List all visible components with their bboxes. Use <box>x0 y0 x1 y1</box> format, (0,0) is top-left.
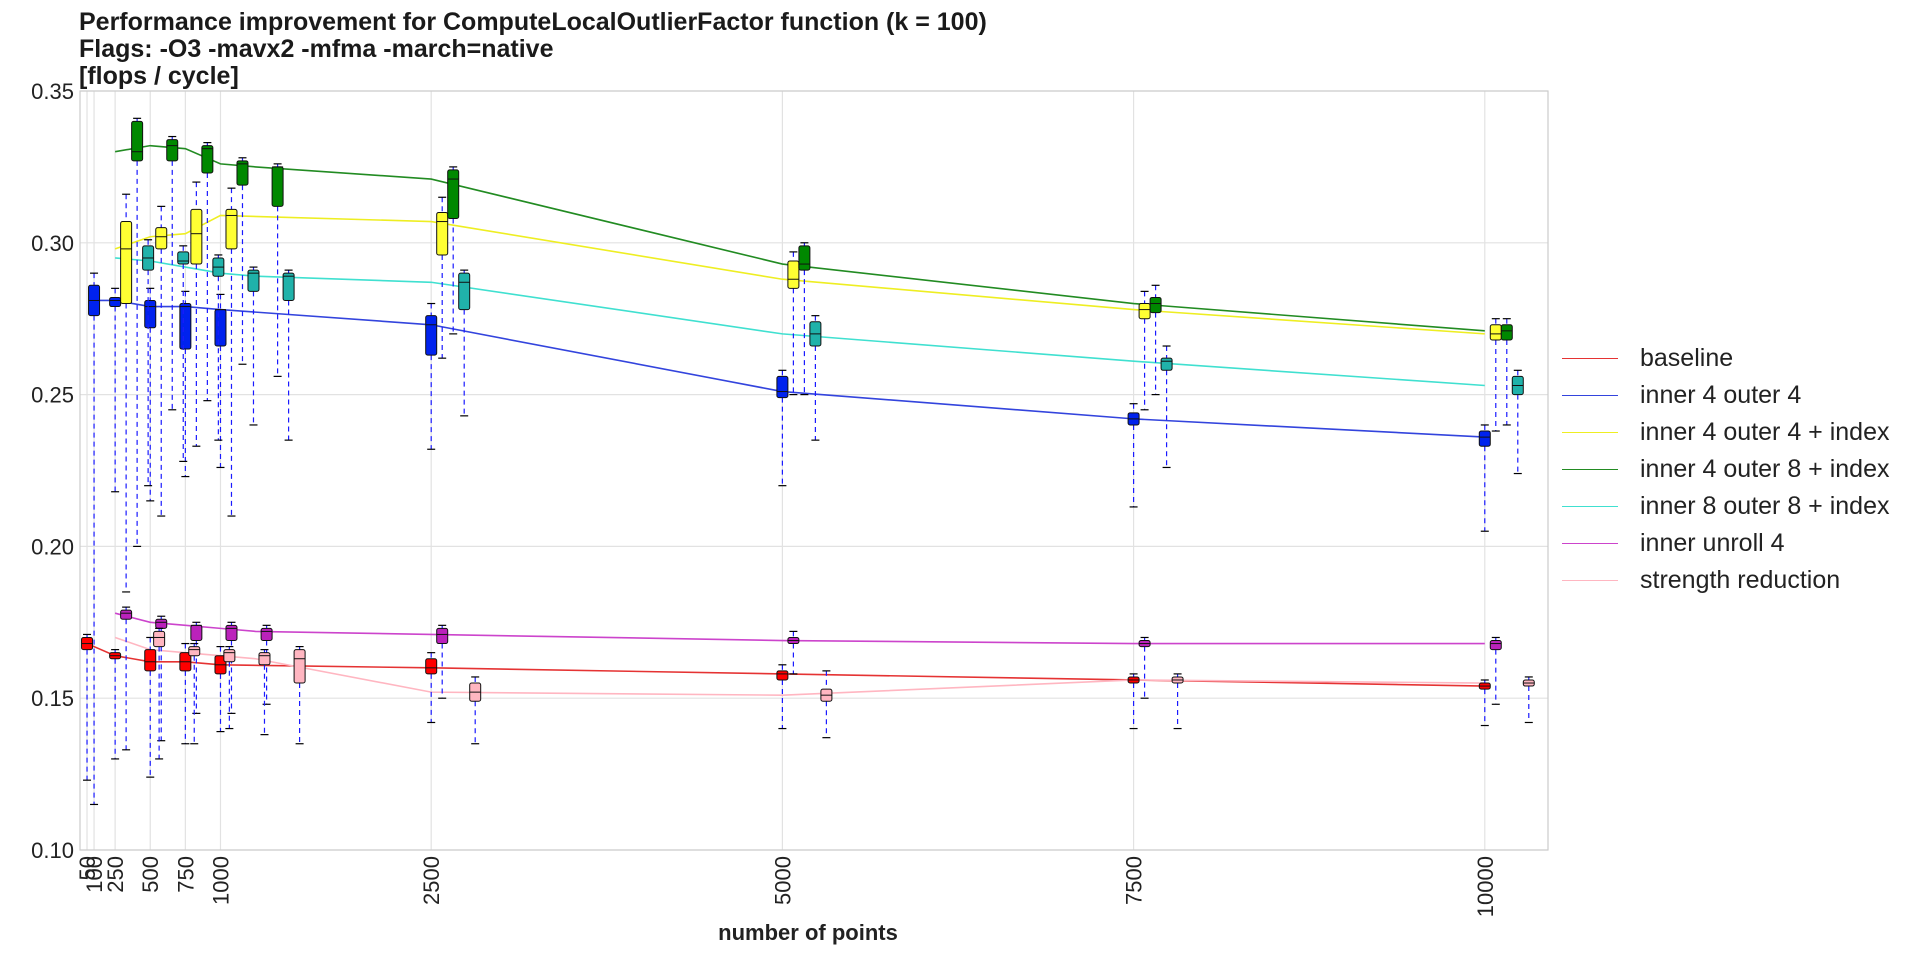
legend-swatch <box>1562 580 1618 581</box>
box <box>201 145 214 174</box>
chart-title-line-3: [flops / cycle] <box>79 62 239 90</box>
y-axis-ticks: 0.10 0.15 0.20 0.25 0.30 0.35 <box>31 79 74 863</box>
box <box>155 227 168 250</box>
box <box>787 260 800 289</box>
box <box>190 208 203 265</box>
legend-swatch <box>1562 469 1618 470</box>
legend-swatch <box>1562 358 1618 359</box>
chart-title-line-1: Performance improvement for ComputeLocal… <box>79 8 987 36</box>
y-tick-label: 0.30 <box>31 231 74 256</box>
x-tick-label: 5000 <box>770 856 795 905</box>
box <box>225 208 238 250</box>
x-tick-label: 2500 <box>419 856 444 905</box>
legend-swatch <box>1562 432 1618 433</box>
box <box>190 624 203 642</box>
legend-label: inner 4 outer 4 <box>1640 381 1802 409</box>
plot-area <box>80 91 1548 850</box>
box <box>436 627 449 645</box>
chart-title-line-2: Flags: -O3 -mavx2 -mfma -march=native <box>79 35 554 63</box>
box <box>293 649 306 684</box>
box <box>776 670 789 681</box>
legend-label: baseline <box>1640 344 1734 372</box>
box <box>109 296 122 308</box>
x-tick-label: 250 <box>103 856 128 893</box>
box <box>120 221 133 305</box>
legend-item-inner-4-outer-8-index: inner 4 outer 8 + index <box>1562 451 1889 488</box>
series-line <box>114 636 1485 696</box>
y-tick-label: 0.10 <box>31 838 74 863</box>
box <box>1138 303 1151 320</box>
legend-label: inner 8 outer 8 + index <box>1640 492 1890 520</box>
legend-item-baseline: baseline <box>1562 340 1889 377</box>
y-tick-label: 0.15 <box>31 686 74 711</box>
legend-swatch <box>1562 506 1618 507</box>
box <box>458 272 471 311</box>
box <box>436 211 449 256</box>
box <box>177 251 190 265</box>
legend-item-inner-4-outer-4: inner 4 outer 4 <box>1562 377 1889 414</box>
legend: baseline inner 4 outer 4 inner 4 outer 4… <box>1562 340 1889 599</box>
box <box>225 624 238 642</box>
box <box>166 139 179 162</box>
legend-label: inner unroll 4 <box>1640 529 1785 557</box>
y-tick-label: 0.20 <box>31 534 74 559</box>
legend-item-inner-unroll-4: inner unroll 4 <box>1562 525 1889 562</box>
x-tick-label: 10000 <box>1473 856 1498 917</box>
box <box>1500 324 1513 341</box>
box <box>1478 430 1491 447</box>
box <box>247 269 260 292</box>
legend-label: strength reduction <box>1640 566 1841 594</box>
box <box>131 120 144 162</box>
box <box>188 646 201 657</box>
box <box>260 627 273 642</box>
box <box>425 658 438 675</box>
x-tick-label: 100 <box>82 856 107 893</box>
box <box>236 160 249 186</box>
box-plots <box>81 117 1535 806</box>
box <box>776 375 789 399</box>
x-axis-label: number of points <box>718 920 898 945</box>
box <box>1489 640 1502 651</box>
box <box>144 649 157 672</box>
x-tick-label: 500 <box>138 856 163 893</box>
box <box>258 652 271 666</box>
box <box>798 245 811 271</box>
box <box>155 618 168 629</box>
legend-label: inner 4 outer 8 + index <box>1640 455 1890 483</box>
box <box>271 166 284 207</box>
box <box>1489 324 1502 341</box>
x-tick-label: 1000 <box>208 856 233 905</box>
box <box>1160 357 1173 371</box>
box <box>425 315 438 356</box>
legend-item-inner-8-outer-8-index: inner 8 outer 8 + index <box>1562 488 1889 525</box>
plot-frame <box>79 90 1549 851</box>
x-tick-label: 750 <box>173 856 198 893</box>
box <box>214 309 227 347</box>
legend-label: inner 4 outer 4 + index <box>1640 418 1890 446</box>
box <box>223 649 236 663</box>
x-tick-label: 50 <box>75 856 100 880</box>
box <box>179 303 192 350</box>
legend-swatch <box>1562 395 1618 396</box>
box <box>144 299 157 329</box>
box <box>447 169 460 220</box>
y-tick-label: 0.25 <box>31 383 74 408</box>
legend-item-strength-reduction: strength reduction <box>1562 562 1889 599</box>
legend-swatch <box>1562 543 1618 544</box>
box <box>282 272 295 301</box>
x-tick-label: 7500 <box>1122 856 1147 905</box>
legend-item-inner-4-outer-4-index: inner 4 outer 4 + index <box>1562 414 1889 451</box>
box <box>120 609 133 620</box>
box <box>153 630 166 648</box>
y-tick-label: 0.35 <box>31 79 74 104</box>
series-line <box>114 144 1485 332</box>
box <box>1149 296 1162 314</box>
